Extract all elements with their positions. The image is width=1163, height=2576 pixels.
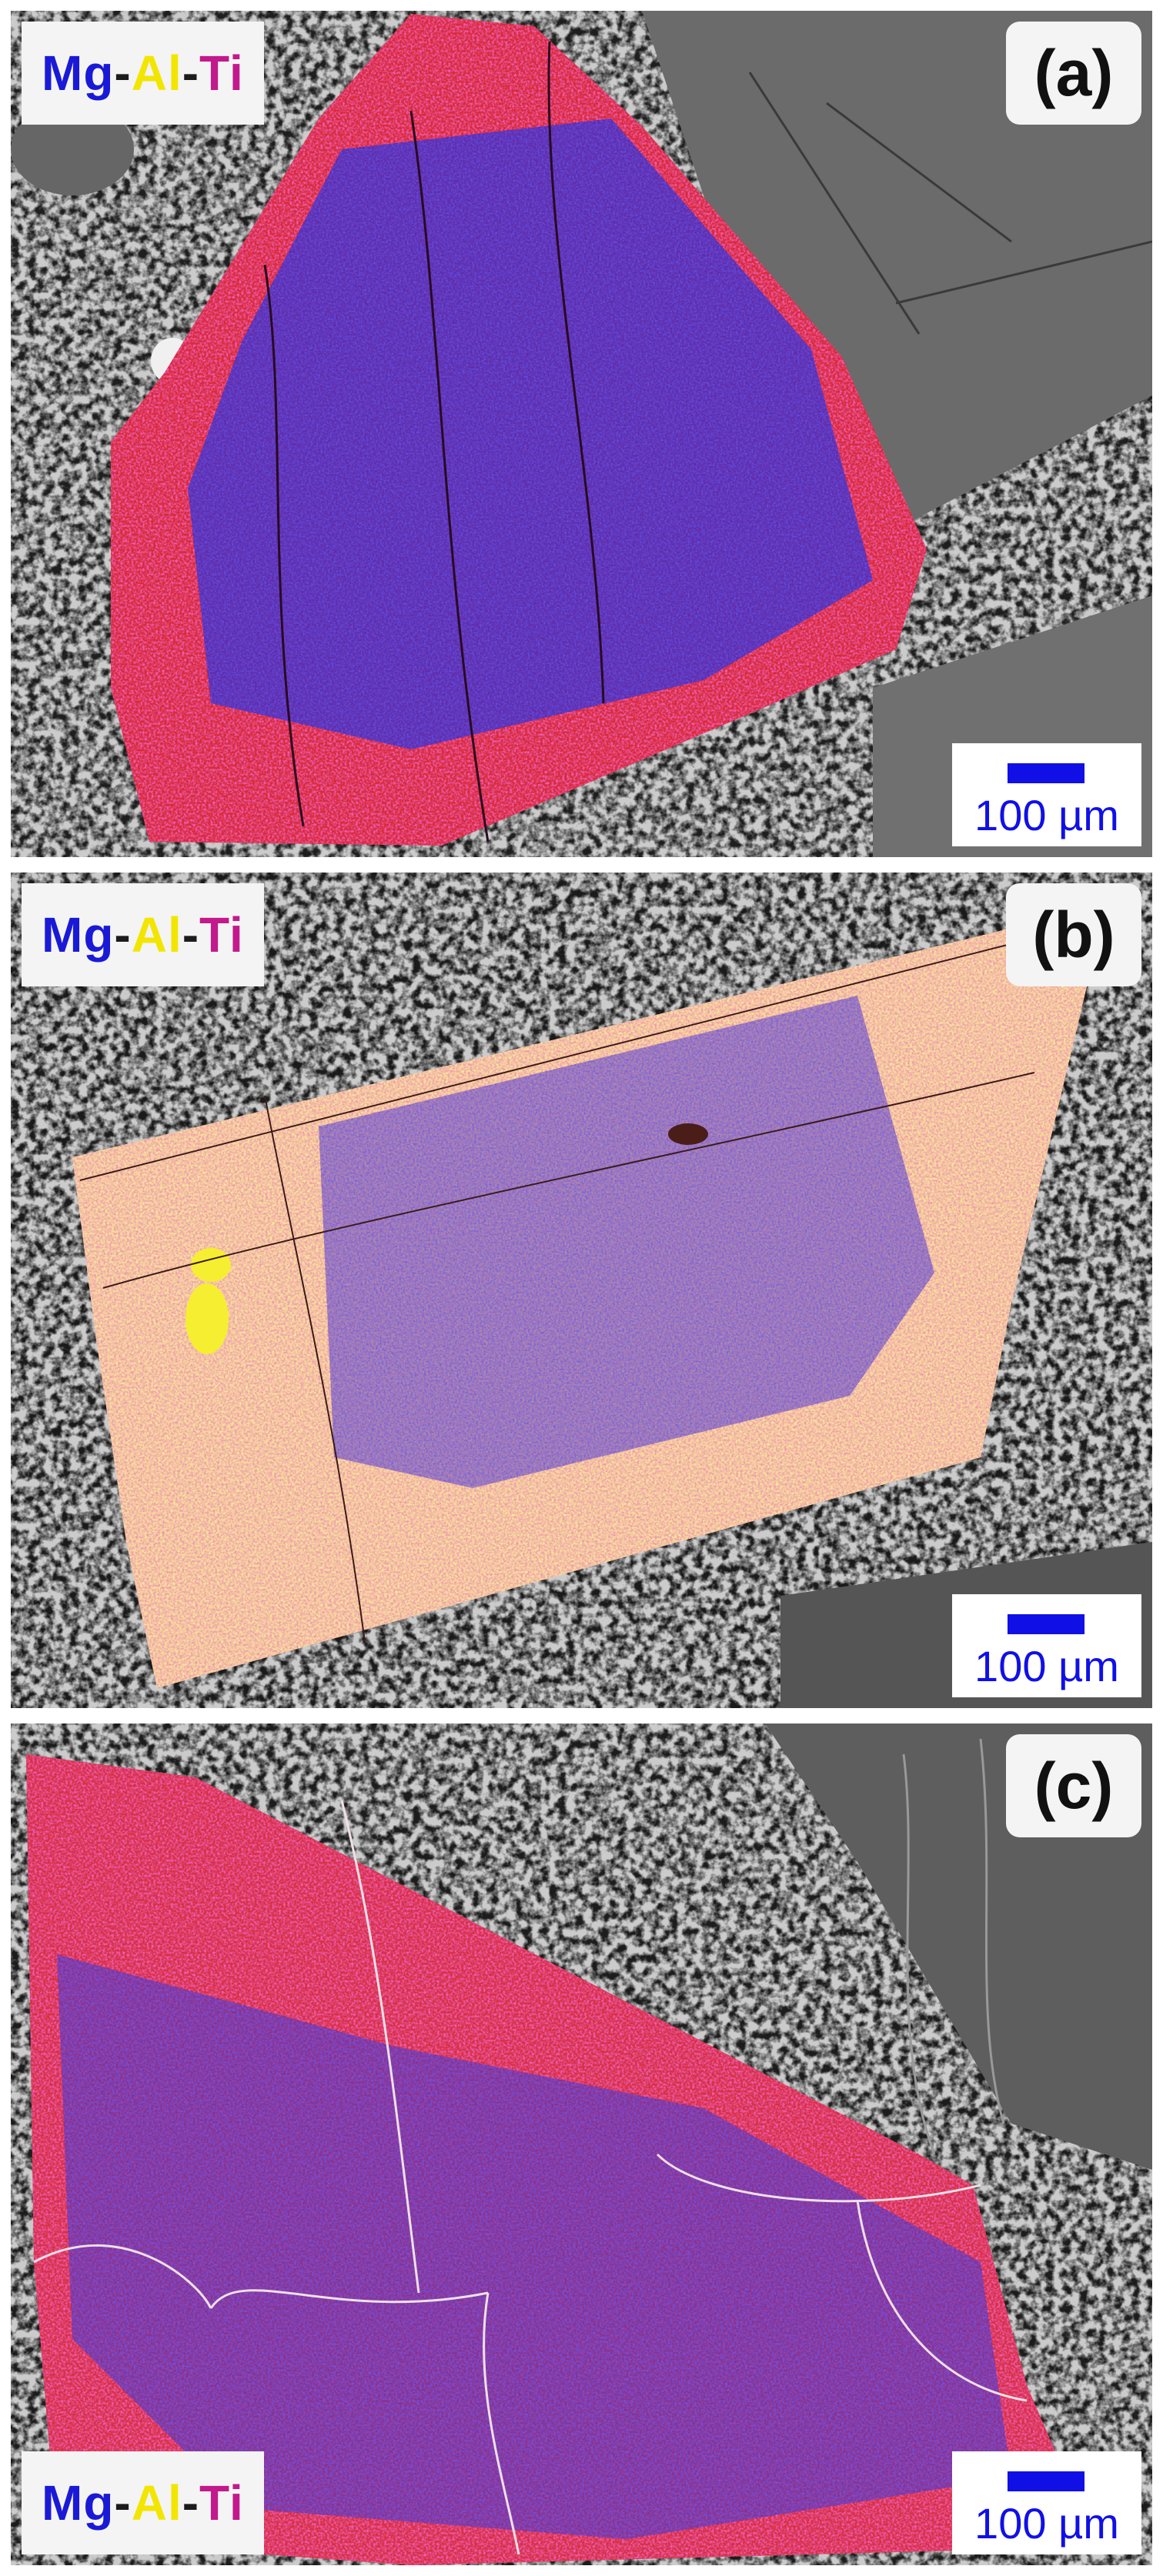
element-legend: Mg-Al-Ti bbox=[22, 2451, 264, 2554]
legend-ti: Ti bbox=[199, 45, 244, 101]
legend-al: Al bbox=[131, 2475, 182, 2531]
legend-sep: - bbox=[114, 2475, 132, 2531]
scale-bar: 100 µm bbox=[952, 1594, 1141, 1697]
panel-label: (c) bbox=[1006, 1734, 1141, 1837]
legend-ti: Ti bbox=[199, 907, 244, 963]
scale-bar-label: 100 µm bbox=[974, 2499, 1119, 2548]
legend-mg: Mg bbox=[42, 45, 115, 101]
scale-bar-line bbox=[1008, 763, 1084, 783]
legend-ti: Ti bbox=[199, 2475, 244, 2531]
legend-al: Al bbox=[131, 45, 182, 101]
legend-mg: Mg bbox=[42, 2475, 115, 2531]
crystal-map-a bbox=[11, 11, 1152, 857]
panel-c: (c) Mg-Al-Ti 100 µm bbox=[11, 1723, 1152, 2565]
legend-sep: - bbox=[182, 907, 200, 963]
scale-bar: 100 µm bbox=[952, 743, 1141, 846]
legend-sep: - bbox=[114, 907, 132, 963]
element-legend: Mg-Al-Ti bbox=[22, 22, 264, 125]
scale-bar-line bbox=[1008, 2471, 1084, 2491]
crystal-map-c bbox=[11, 1723, 1152, 2565]
panel-a: Mg-Al-Ti (a) 100 µm bbox=[11, 11, 1152, 857]
panel-label: (a) bbox=[1006, 22, 1141, 125]
legend-sep: - bbox=[182, 45, 200, 101]
crystal-map-b bbox=[11, 873, 1152, 1708]
legend-mg: Mg bbox=[42, 907, 115, 963]
legend-sep: - bbox=[114, 45, 132, 101]
scale-bar-line bbox=[1008, 1614, 1084, 1634]
panel-label: (b) bbox=[1006, 883, 1141, 986]
scale-bar-label: 100 µm bbox=[974, 1642, 1119, 1690]
legend-al: Al bbox=[131, 907, 182, 963]
element-legend: Mg-Al-Ti bbox=[22, 883, 264, 986]
panel-b: Mg-Al-Ti (b) 100 µm bbox=[11, 873, 1152, 1708]
legend-sep: - bbox=[182, 2475, 200, 2531]
scale-bar: 100 µm bbox=[952, 2451, 1141, 2554]
scale-bar-label: 100 µm bbox=[974, 791, 1119, 839]
